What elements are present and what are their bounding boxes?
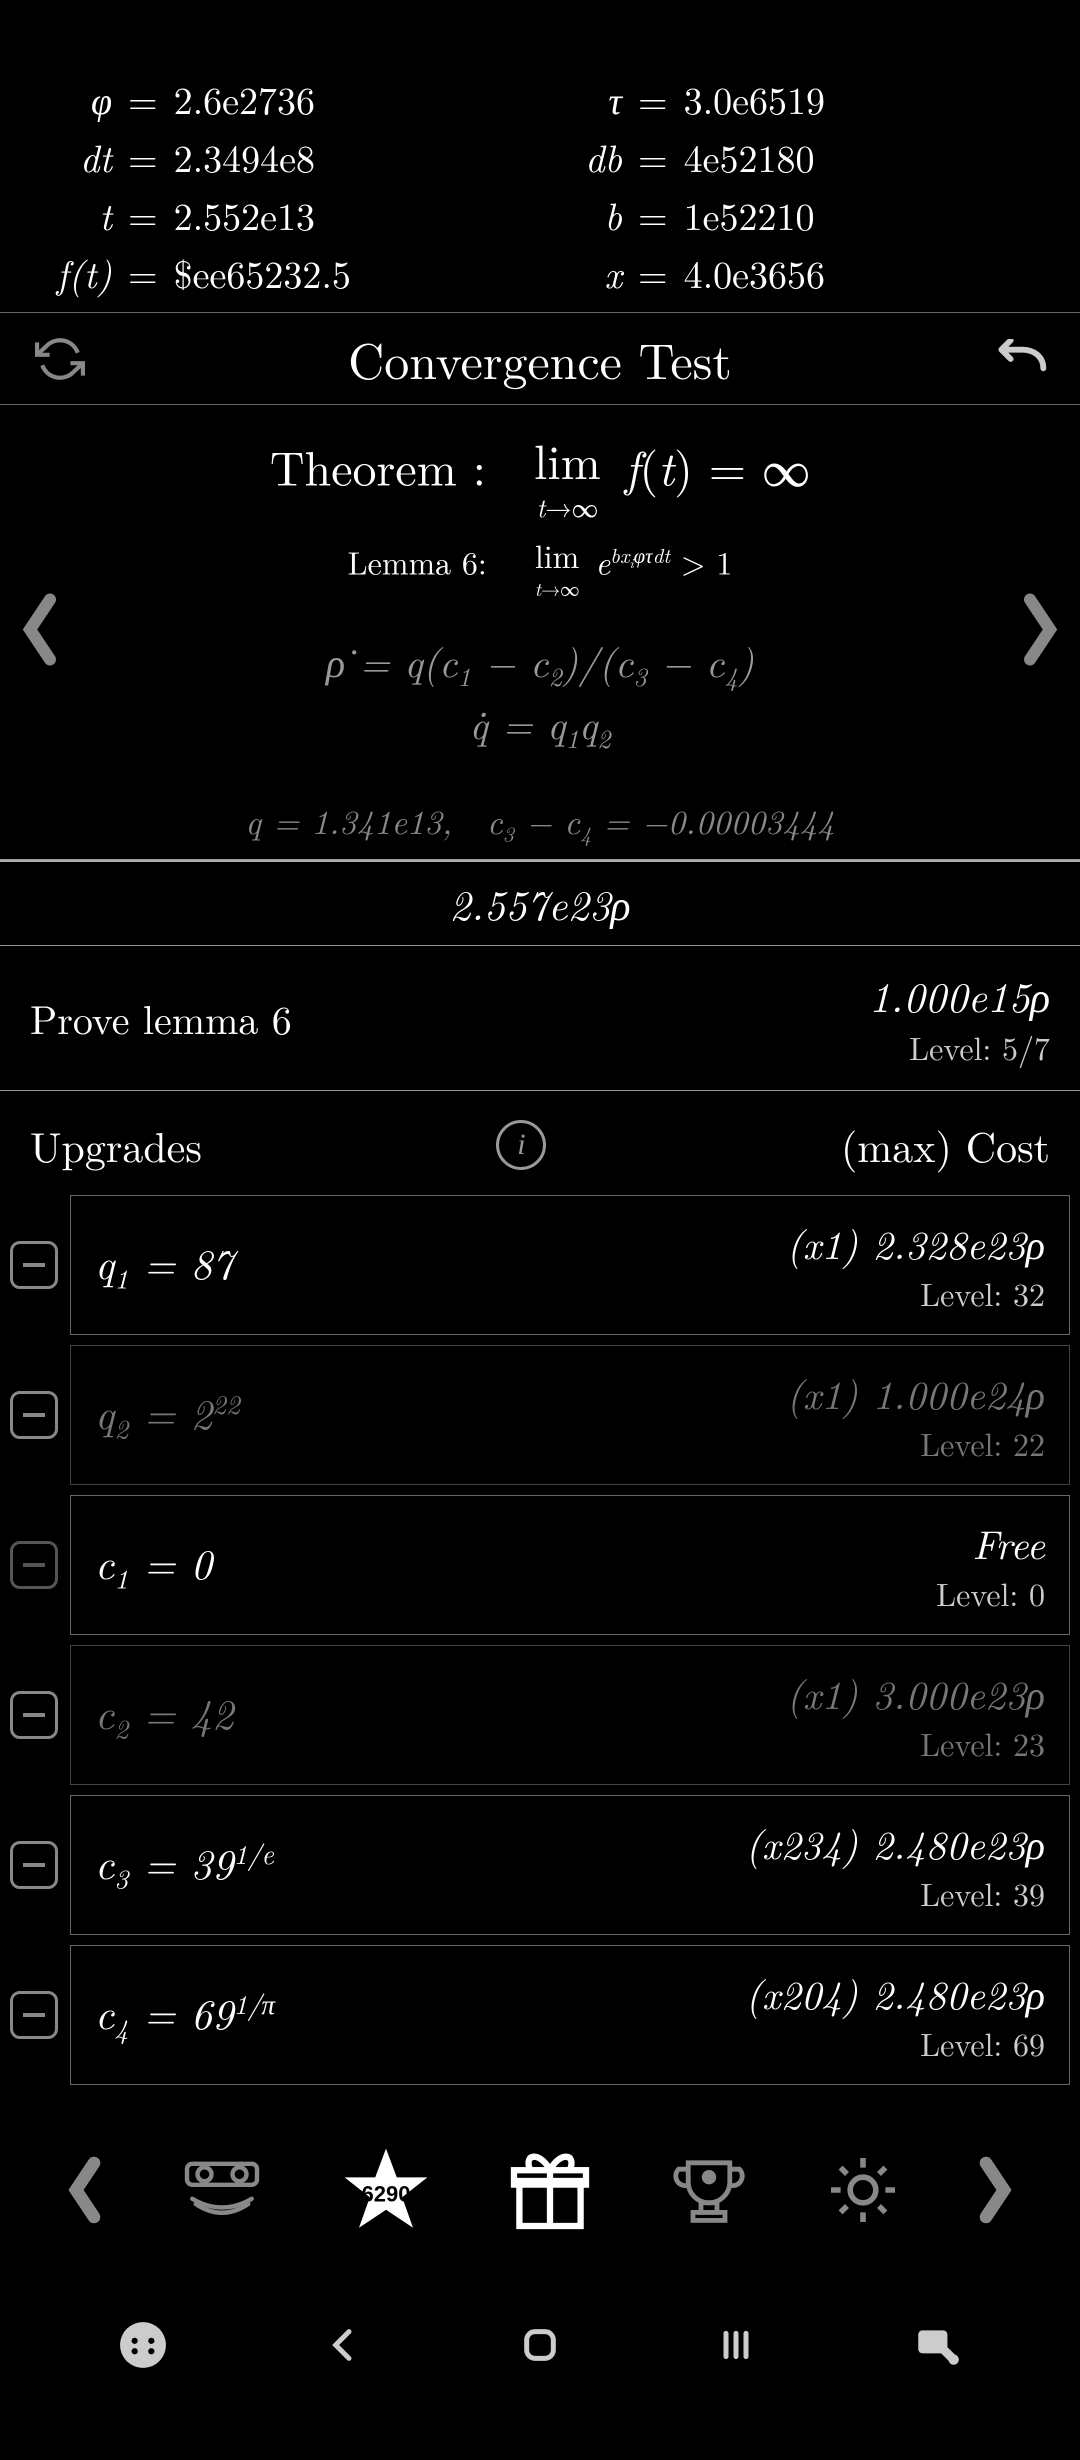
theorem-panel: Theorem : limt→∞ f(t) = ∞ Lemma 6: limt→… <box>0 405 1080 860</box>
upgrades-label: Upgrades <box>30 1116 202 1175</box>
decrease-button[interactable] <box>10 1691 58 1739</box>
stat-var: x <box>540 244 630 302</box>
stat-var: τ <box>540 70 630 128</box>
upgrade-cost: (x1) 3.000e23ρ <box>786 1664 1045 1721</box>
upgrade-level: Level: 0 <box>936 1571 1045 1616</box>
upgrade-card[interactable]: c2 = 42 (x1) 3.000e23ρLevel: 23 <box>70 1645 1070 1785</box>
upgrade-cost: (x1) 1.000e24ρ <box>786 1364 1045 1421</box>
upgrade-level: Level: 22 <box>786 1421 1045 1466</box>
students-icon[interactable] <box>177 2155 267 2230</box>
decrease-button[interactable] <box>10 1991 58 2039</box>
bottom-nav: 6290 <box>0 2125 1080 2260</box>
rho-display: 2.557e23ρ <box>0 860 1080 946</box>
upgrade-name: c1 = 0 <box>95 1533 212 1596</box>
upgrade-level: Level: 39 <box>746 1871 1045 1916</box>
upgrade-row: c2 = 42 (x1) 3.000e23ρLevel: 23 <box>10 1645 1070 1785</box>
upgrades-header: Upgrades i (max) Cost <box>0 1091 1080 1195</box>
prove-label: Prove lemma 6 <box>30 989 292 1046</box>
decrease-button[interactable] <box>10 1541 58 1589</box>
stat-var: t <box>30 186 120 244</box>
undo-icon[interactable] <box>990 329 1050 389</box>
upgrade-cost: (x1) 2.328e23ρ <box>786 1214 1045 1271</box>
upgrade-card[interactable]: q1 = 87 (x1) 2.328e23ρLevel: 32 <box>70 1195 1070 1335</box>
game-controller-icon[interactable] <box>118 2320 168 2375</box>
star-icon[interactable]: 6290 <box>341 2145 431 2240</box>
upgrade-row: q2 = 222 (x1) 1.000e24ρLevel: 22 <box>10 1345 1070 1485</box>
prove-cost: 1.000e15ρ <box>869 966 1050 1025</box>
nav-next-button[interactable] <box>977 2154 1013 2231</box>
upgrade-name: q2 = 222 <box>95 1383 240 1446</box>
stat-val: 1e52210 <box>676 186 1050 244</box>
equations: ρ̇ = q(c1 − c2)/(c3 − c4) q̇ = q1q2 <box>80 632 1000 756</box>
prev-theory-button[interactable] <box>20 589 60 674</box>
cost-label: (max) Cost <box>841 1116 1050 1175</box>
decrease-button[interactable] <box>10 1241 58 1289</box>
stat-val: $ee65232.5 <box>166 244 540 302</box>
stat-val: 2.6e2736 <box>166 70 540 128</box>
upgrade-name: c3 = 391/e <box>95 1833 274 1896</box>
upgrade-name: c2 = 42 <box>95 1683 234 1746</box>
system-nav <box>0 2320 1080 2375</box>
stat-var: f(t) <box>30 244 120 302</box>
back-icon[interactable] <box>324 2325 364 2370</box>
prove-level: Level: 5/7 <box>869 1025 1050 1070</box>
q-values: q = 1.341e13, c3 − c4 = −0.00003444 <box>80 796 1000 849</box>
next-theory-button[interactable] <box>1020 589 1060 674</box>
stat-val: 4e52180 <box>676 128 1050 186</box>
stat-val: 2.3494e8 <box>166 128 540 186</box>
stat-val: 3.0e6519 <box>676 70 1050 128</box>
settings-icon[interactable] <box>823 2150 903 2235</box>
star-count: 6290 <box>362 2181 411 2207</box>
upgrade-row: q1 = 87 (x1) 2.328e23ρLevel: 32 <box>10 1195 1070 1335</box>
stat-var: db <box>540 128 630 186</box>
equation-line: q̇ = q1q2 <box>80 694 1000 756</box>
stat-var: φ <box>30 70 120 128</box>
upgrade-row: c3 = 391/e (x234) 2.480e23ρLevel: 39 <box>10 1795 1070 1935</box>
assistant-icon[interactable] <box>912 2320 962 2375</box>
upgrade-cost: Free <box>936 1514 1045 1571</box>
nav-prev-button[interactable] <box>67 2154 103 2231</box>
equation-line: ρ̇ = q(c1 − c2)/(c3 − c4) <box>80 632 1000 694</box>
upgrade-cost: (x234) 2.480e23ρ <box>746 1814 1045 1871</box>
upgrade-name: q1 = 87 <box>95 1233 234 1296</box>
upgrades-list: q1 = 87 (x1) 2.328e23ρLevel: 32 q2 = 222… <box>0 1195 1080 2085</box>
stats-panel: φ=2.6e2736 dt=2.3494e8 t=2.552e13 f(t)=$… <box>0 60 1080 313</box>
upgrade-level: Level: 23 <box>786 1721 1045 1766</box>
refresh-icon[interactable] <box>30 329 90 389</box>
trophy-icon[interactable] <box>669 2150 749 2235</box>
stat-var: b <box>540 186 630 244</box>
upgrade-card[interactable]: c1 = 0 FreeLevel: 0 <box>70 1495 1070 1635</box>
upgrade-card[interactable]: c3 = 391/e (x234) 2.480e23ρLevel: 39 <box>70 1795 1070 1935</box>
stat-val: 2.552e13 <box>166 186 540 244</box>
stat-var: dt <box>30 128 120 186</box>
decrease-button[interactable] <box>10 1841 58 1889</box>
upgrade-level: Level: 32 <box>786 1271 1045 1316</box>
title-bar: Convergence Test <box>0 313 1080 405</box>
info-icon[interactable]: i <box>496 1120 546 1170</box>
gift-icon[interactable] <box>505 2145 595 2240</box>
upgrade-card[interactable]: q2 = 222 (x1) 1.000e24ρLevel: 22 <box>70 1345 1070 1485</box>
upgrade-row: c4 = 691/π (x204) 2.480e23ρLevel: 69 <box>10 1945 1070 2085</box>
prove-lemma-button[interactable]: Prove lemma 6 1.000e15ρ Level: 5/7 <box>0 946 1080 1091</box>
stats-right: τ=3.0e6519 db=4e52180 b=1e52210 x=4.0e36… <box>540 70 1050 302</box>
upgrade-card[interactable]: c4 = 691/π (x204) 2.480e23ρLevel: 69 <box>70 1945 1070 2085</box>
lemma-text: Lemma 6: limt→∞ ebxiφτdt > 1 <box>80 533 1000 602</box>
theorem-text: Theorem : limt→∞ f(t) = ∞ <box>80 425 1000 525</box>
upgrade-name: c4 = 691/π <box>95 1983 275 2046</box>
upgrade-level: Level: 69 <box>746 2021 1045 2066</box>
stats-left: φ=2.6e2736 dt=2.3494e8 t=2.552e13 f(t)=$… <box>30 70 540 302</box>
stat-val: 4.0e3656 <box>676 244 1050 302</box>
recents-icon[interactable] <box>716 2325 756 2370</box>
upgrade-cost: (x204) 2.480e23ρ <box>746 1964 1045 2021</box>
home-icon[interactable] <box>520 2325 560 2370</box>
page-title: Convergence Test <box>348 323 732 394</box>
decrease-button[interactable] <box>10 1391 58 1439</box>
upgrade-row: c1 = 0 FreeLevel: 0 <box>10 1495 1070 1635</box>
